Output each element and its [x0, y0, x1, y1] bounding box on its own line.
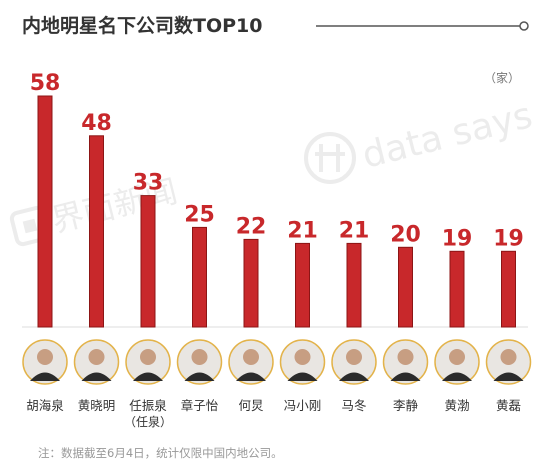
avatar-head — [243, 349, 259, 365]
value-label-7: 21 — [339, 218, 370, 243]
value-label-5: 22 — [236, 214, 267, 239]
bar-7 — [346, 242, 362, 328]
avatar-6 — [279, 339, 326, 385]
avatar-body — [287, 372, 318, 381]
footnote: 注：数据截至6月4日，统计仅限中国内地公司。 — [38, 446, 283, 460]
value-label-8: 20 — [390, 222, 421, 247]
category-label-2: 黄晓明 — [78, 398, 116, 413]
value-label-1: 58 — [30, 71, 61, 96]
category-sublabel-3: （任泉） — [124, 415, 172, 429]
avatar-body — [184, 372, 215, 381]
bar-1 — [37, 95, 53, 328]
avatar-head — [346, 349, 362, 365]
chart-title: 内地明星名下公司数TOP10 — [22, 14, 262, 37]
avatar-head — [500, 349, 517, 365]
avatar-head — [191, 349, 208, 365]
value-label-6: 21 — [287, 218, 318, 243]
bars-layer: 58 48 33 25 22 21 21 20 19 19 — [30, 71, 524, 328]
unit-label: （家） — [484, 70, 520, 85]
category-label-6: 冯小刚 — [284, 398, 322, 413]
value-label-3: 33 — [133, 171, 164, 196]
bar-9 — [449, 250, 465, 328]
avatar-7 — [331, 339, 377, 385]
avatar-4 — [176, 339, 223, 385]
bar-3 — [140, 195, 156, 328]
bar-10 — [501, 250, 516, 328]
avatar-8 — [382, 339, 429, 385]
watermark-right: data says — [304, 95, 536, 184]
value-label-4: 25 — [184, 202, 215, 227]
avatar-head — [88, 349, 105, 365]
value-label-9: 19 — [442, 226, 473, 251]
avatars-layer — [22, 339, 532, 385]
avatar-body — [390, 372, 421, 381]
value-label-10: 19 — [493, 226, 524, 251]
avatar-2 — [73, 339, 120, 385]
category-label-8: 李静 — [393, 398, 419, 413]
category-label-9: 黄渤 — [444, 398, 469, 413]
avatar-head — [294, 349, 311, 365]
avatar-head — [140, 349, 156, 365]
category-label-10: 黄磊 — [496, 398, 521, 413]
bar-5 — [243, 238, 259, 328]
title-rule-end-dot — [519, 21, 529, 31]
watermark-right-text: data says — [358, 95, 536, 177]
avatar-body — [81, 372, 112, 381]
value-label-2: 48 — [81, 111, 112, 136]
avatar-3 — [125, 339, 171, 385]
avatar-body — [236, 372, 266, 381]
category-label-5: 何炅 — [238, 398, 264, 413]
avatar-body — [493, 372, 524, 381]
avatar-1 — [22, 339, 68, 385]
avatar-5 — [228, 339, 274, 385]
bar-8 — [398, 246, 413, 328]
avatar-body — [133, 372, 163, 381]
avatar-9 — [434, 339, 480, 385]
avatar-body — [442, 372, 472, 381]
x-labels-layer: 胡海泉 黄晓明 任振泉 （任泉） 章子怡 何炅 冯小刚 马冬 李静 黄渤 黄磊 — [26, 398, 521, 429]
avatar-body — [339, 372, 369, 381]
avatar-10 — [485, 339, 532, 385]
avatar-head — [449, 349, 465, 365]
category-label-7: 马冬 — [341, 398, 366, 413]
category-label-1: 胡海泉 — [26, 398, 64, 413]
category-label-3: 任振泉 — [129, 398, 167, 413]
avatar-body — [30, 372, 60, 381]
avatar-head — [37, 349, 53, 365]
bar-4 — [192, 226, 207, 328]
avatar-head — [397, 349, 414, 365]
watermark-hash-icon — [304, 132, 356, 184]
bar-6 — [295, 242, 310, 328]
bar-2 — [89, 135, 104, 328]
category-label-4: 章子怡 — [181, 398, 219, 413]
